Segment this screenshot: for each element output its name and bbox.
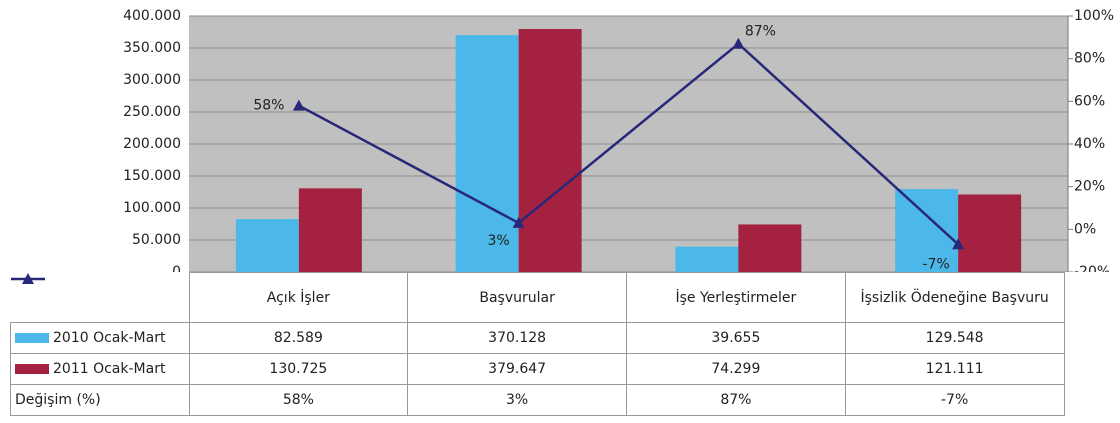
table-value: 74.299 [626,353,846,385]
bar [738,224,802,272]
y2-tick-label: 20% [1074,179,1105,195]
bar [298,188,362,272]
data-label: -7% [922,256,949,272]
legend-swatch [10,272,45,284]
y-tick-label: 50.000 [132,232,181,248]
line-marker [732,37,745,49]
y-tick-label: 350.000 [123,40,181,56]
line-marker [292,99,305,111]
table-row: 2011 Ocak-Mart 130.725 379.647 74.299 121.11… [10,353,1065,385]
y-tick-label: 100.000 [123,200,181,216]
chart: 0 50.000 100.000 150.000 200.000 250.000 300.0… [123,8,1114,272]
data-label: 87% [745,24,776,40]
table-value: 58% [188,384,409,416]
category-label: İşsizlik Ödeneğine Başvuru [844,272,1065,323]
table-value: 121.111 [844,353,1065,385]
bar [958,194,1022,272]
bar [895,189,959,272]
data-table: Açık İşler Başvurular İşe Yerleştirmeler İş… [10,272,1065,416]
y-tick-label: 250.000 [123,104,181,120]
data-label: 3% [488,233,510,249]
y-tick-label: 200.000 [123,136,181,152]
y2-tick-label: 0% [1074,221,1096,237]
bar [455,35,519,272]
table-row: 2010 Ocak-Mart 82.589 370.128 39.655 129.548 [10,322,1065,354]
bar [235,219,299,272]
line-marker [512,216,525,228]
y2-tick-label: 40% [1074,136,1105,152]
category-label: Başvurular [407,272,627,323]
y2-tick-label: -20% [1074,264,1110,272]
table-header-row: Açık İşler Başvurular İşe Yerleştirmeler İş… [11,272,1065,323]
table-value: -7% [844,384,1065,416]
legend-cell: 2011 Ocak-Mart [10,353,190,385]
y2-tick-label: 100% [1074,8,1114,24]
legend-swatch [15,364,49,374]
y2-tick-label: 60% [1074,93,1105,109]
table-value: 130.725 [188,353,409,385]
category-label: Açık İşler [188,272,409,323]
data-label: 58% [253,98,284,114]
bar [675,246,739,272]
table-value: 370.128 [407,322,627,354]
table-row: Değişim (%) 58% 3% 87% -7% [10,272,1065,416]
y-tick-label: 400.000 [123,8,181,24]
legend-cell: Değişim (%) [10,272,190,416]
legend-label: 2011 Ocak-Mart [53,361,166,377]
y-tick-label: 150.000 [123,168,181,184]
table-value: 129.548 [844,322,1065,354]
y-tick-label: 300.000 [123,72,181,88]
y2-tick-label: 80% [1074,51,1105,67]
legend-swatch [15,333,49,343]
y-tick-label: 0 [172,264,181,272]
legend-cell: 2010 Ocak-Mart [10,322,190,354]
legend-label: 2010 Ocak-Mart [53,330,166,346]
table-value: 39.655 [626,322,846,354]
line-marker [952,238,965,250]
table-value: 82.589 [188,322,409,354]
category-label: İşe Yerleştirmeler [626,272,846,323]
table-value: 87% [626,384,846,416]
line [298,42,959,246]
bar [518,29,582,272]
table-value: 3% [407,384,627,416]
legend-label: Değişim (%) [15,392,101,408]
table-value: 379.647 [407,353,627,385]
